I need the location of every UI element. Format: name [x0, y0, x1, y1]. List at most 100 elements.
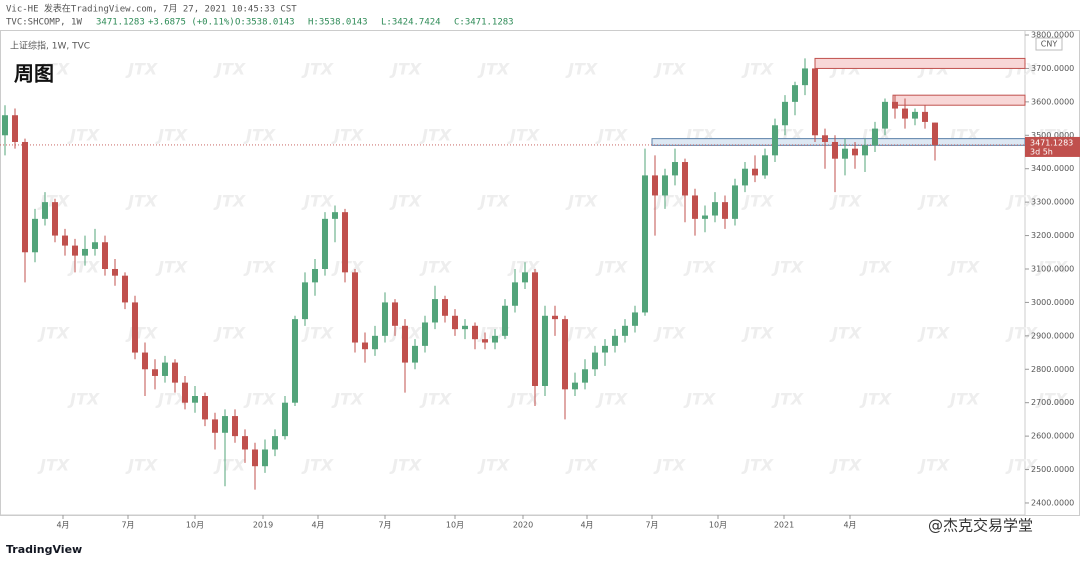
close: C:3471.1283: [454, 18, 514, 28]
body: [212, 419, 218, 433]
watermark: JTX: [829, 324, 862, 343]
watermark: JTX: [741, 60, 774, 79]
signature: @杰克交易学堂: [928, 517, 1033, 535]
body: [202, 396, 208, 420]
watermark: JTX: [653, 456, 686, 475]
watermark: JTX: [419, 258, 452, 277]
watermark: JTX: [213, 192, 246, 211]
body: [712, 202, 718, 216]
body: [112, 268, 118, 276]
x-tick-label: 10月: [709, 521, 727, 530]
body: [842, 148, 848, 159]
watermark: JTX: [243, 258, 276, 277]
watermark: JTX: [653, 324, 686, 343]
y-tick-label: 2900.0000: [1031, 331, 1074, 340]
body: [852, 148, 858, 156]
x-tick-label: 7月: [121, 521, 134, 530]
watermark: JTX: [389, 192, 422, 211]
body: [902, 108, 908, 119]
watermark: JTX: [1035, 390, 1068, 409]
author-line: Vic-HE 发表在TradingView.com, 7月 27, 2021 1…: [6, 3, 297, 15]
body: [832, 141, 838, 159]
y-tick-label: 3500.0000: [1031, 131, 1074, 140]
watermark: JTX: [67, 390, 100, 409]
watermark: JTX: [389, 60, 422, 79]
body: [512, 282, 518, 306]
body: [482, 339, 488, 343]
y-tick-label: 2600.0000: [1031, 432, 1074, 441]
zone: [892, 94, 1026, 106]
watermark: JTX: [507, 390, 540, 409]
body: [442, 299, 448, 316]
body: [92, 242, 98, 249]
watermark: JTX: [565, 60, 598, 79]
watermark: JTX: [653, 192, 686, 211]
watermark: JTX: [1005, 192, 1038, 211]
y-tick-label: 3300.0000: [1031, 198, 1074, 207]
watermark: JTX: [125, 60, 158, 79]
body: [582, 369, 588, 383]
watermark: JTX: [1005, 324, 1038, 343]
low: L:3424.7424: [381, 18, 441, 28]
body: [542, 315, 548, 386]
watermark: JTX: [125, 324, 158, 343]
body: [82, 248, 88, 256]
body: [72, 245, 78, 256]
body: [602, 345, 608, 353]
body: [232, 416, 238, 437]
body: [692, 195, 698, 219]
x-tick-label: 4月: [311, 521, 324, 530]
y-tick-label: 3800.0000: [1031, 31, 1074, 40]
watermark: JTX: [67, 258, 100, 277]
body: [732, 185, 738, 219]
body: [672, 162, 678, 176]
watermark: JTX: [331, 126, 364, 145]
body: [502, 305, 508, 336]
body: [342, 212, 348, 273]
watermark: JTX: [1035, 258, 1068, 277]
body: [282, 402, 288, 437]
body: [702, 215, 708, 219]
body: [572, 382, 578, 390]
zone: [651, 138, 1026, 146]
body: [162, 362, 168, 376]
body: [652, 175, 658, 196]
body: [372, 335, 378, 350]
body: [922, 111, 928, 122]
body: [752, 168, 758, 176]
watermark: JTX: [155, 126, 188, 145]
watermark: JTX: [507, 126, 540, 145]
body: [772, 125, 778, 156]
body: [192, 396, 198, 403]
body: [302, 282, 308, 320]
watermark: JTX: [595, 390, 628, 409]
body: [522, 272, 528, 283]
body: [292, 319, 298, 403]
body: [272, 436, 278, 450]
watermark: JTX: [155, 390, 188, 409]
watermark: JTX: [477, 456, 510, 475]
body: [412, 345, 418, 363]
watermark: JTX: [67, 126, 100, 145]
countdown: 3d 5h: [1030, 147, 1053, 156]
body: [332, 212, 338, 219]
body: [592, 352, 598, 370]
title: 周图: [14, 62, 54, 86]
body: [612, 335, 618, 346]
body: [322, 218, 328, 269]
body: [312, 268, 318, 283]
watermark: JTX: [243, 126, 276, 145]
y-tick-label: 3400.0000: [1031, 164, 1074, 173]
watermark: JTX: [213, 324, 246, 343]
high: H:3538.0143: [308, 18, 368, 28]
currency-box: [1035, 37, 1063, 51]
watermark: JTX: [419, 390, 452, 409]
y-tick-label: 2500.0000: [1031, 465, 1074, 474]
watermark: JTX: [389, 456, 422, 475]
watermark: JTX: [155, 258, 188, 277]
last-price-tag: [1025, 136, 1080, 157]
x-tick-label: 2020: [513, 521, 533, 530]
currency: CNY: [1041, 40, 1058, 49]
body: [122, 275, 128, 303]
